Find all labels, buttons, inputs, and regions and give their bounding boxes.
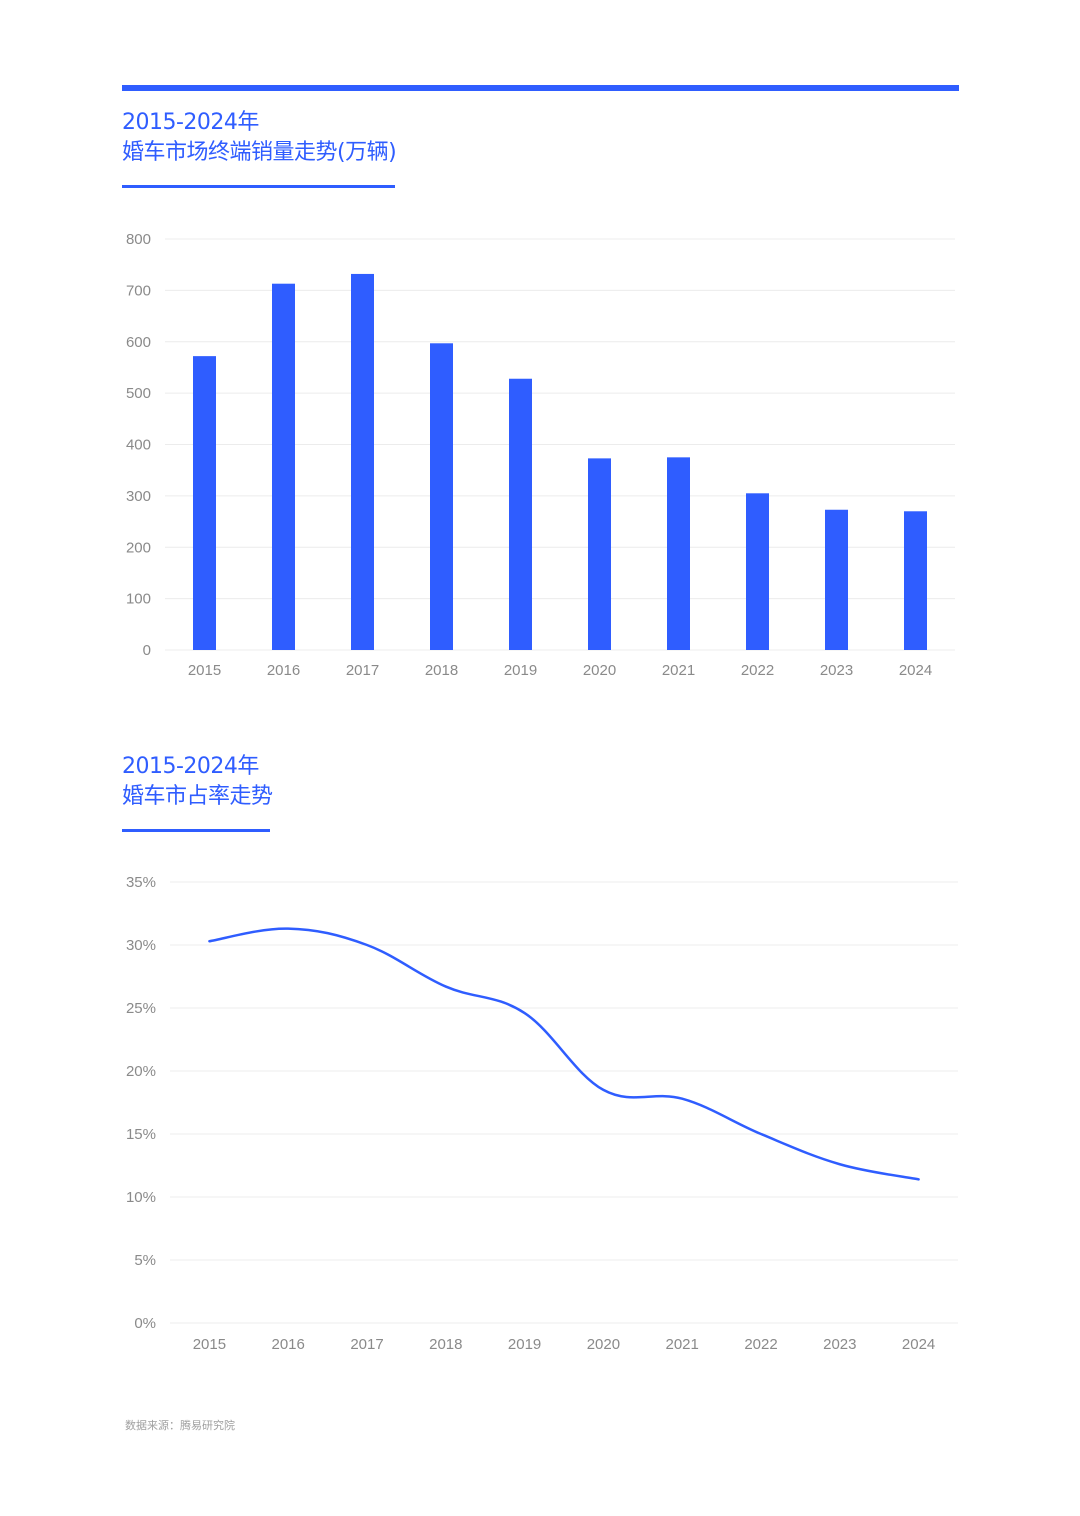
y-tick-label: 100 — [126, 591, 151, 608]
series-line — [208, 927, 920, 1181]
x-tick-label: 2021 — [662, 662, 695, 679]
y-tick-label: 800 — [126, 231, 151, 248]
x-tick-label: 2023 — [823, 1336, 856, 1353]
x-tick-label: 2018 — [425, 662, 458, 679]
bar — [667, 457, 690, 650]
y-tick-label: 10% — [126, 1189, 156, 1206]
line-chart-title-underline — [122, 829, 270, 832]
bar — [825, 509, 848, 650]
x-tick-label: 2017 — [346, 662, 379, 679]
x-tick-label: 2024 — [902, 1336, 935, 1353]
x-tick-label: 2023 — [820, 662, 853, 679]
bar-chart-title-line1: 2015-2024年 — [122, 110, 259, 135]
y-tick-label: 35% — [126, 874, 156, 891]
y-tick-label: 300 — [126, 488, 151, 505]
y-tick-label: 5% — [134, 1252, 156, 1269]
line-chart-title-line1: 2015-2024年 — [122, 754, 259, 779]
bar-chart-title-underline — [122, 185, 395, 188]
x-tick-label: 2015 — [193, 1336, 226, 1353]
bar — [272, 283, 295, 650]
x-tick-label: 2015 — [188, 662, 221, 679]
x-tick-label: 2020 — [583, 662, 616, 679]
x-tick-label: 2021 — [666, 1336, 699, 1353]
x-tick-label: 2022 — [741, 662, 774, 679]
y-tick-label: 700 — [126, 282, 151, 299]
y-tick-label: 30% — [126, 937, 156, 954]
top-accent-rule — [122, 85, 959, 91]
x-tick-label: 2016 — [267, 662, 300, 679]
bar — [904, 511, 927, 650]
bar — [509, 378, 532, 650]
x-tick-label: 2018 — [429, 1336, 462, 1353]
bar — [588, 458, 611, 650]
y-tick-label: 15% — [126, 1126, 156, 1143]
x-tick-label: 2016 — [272, 1336, 305, 1353]
x-tick-label: 2017 — [350, 1336, 383, 1353]
x-tick-label: 2019 — [504, 662, 537, 679]
y-tick-label: 25% — [126, 1000, 156, 1017]
y-tick-label: 500 — [126, 385, 151, 402]
bar-chart: 0 100 200 300 400 500 600 700 800 2015 2016 2017 201… — [126, 231, 955, 679]
bar-chart-title: 2015-2024年 婚车市场终端销量走势(万辆) — [122, 108, 397, 168]
line-chart-title-line2: 婚车市占率走势 — [122, 784, 273, 809]
y-tick-label: 200 — [126, 539, 151, 556]
y-tick-label: 0 — [143, 642, 151, 659]
y-tick-label: 20% — [126, 1063, 156, 1080]
source-note: 数据来源：腾易研究院 — [125, 1419, 235, 1432]
x-tick-label: 2020 — [587, 1336, 620, 1353]
x-tick-label: 2022 — [744, 1336, 777, 1353]
y-tick-label: 0% — [134, 1315, 156, 1332]
line-chart-title: 2015-2024年 婚车市占率走势 — [122, 752, 273, 812]
bar — [746, 493, 769, 650]
bar-chart-title-line2: 婚车市场终端销量走势(万辆) — [122, 140, 397, 165]
bar — [193, 356, 216, 650]
y-tick-label: 600 — [126, 334, 151, 351]
bar — [351, 273, 374, 650]
x-tick-label: 2024 — [899, 662, 932, 679]
line-chart: 0% 5% 10% 15% 20% 25% 30% 35% 2015 2016 2017 2018 20… — [126, 874, 958, 1353]
y-tick-label: 400 — [126, 437, 151, 454]
bar — [430, 343, 453, 650]
x-tick-label: 2019 — [508, 1336, 541, 1353]
